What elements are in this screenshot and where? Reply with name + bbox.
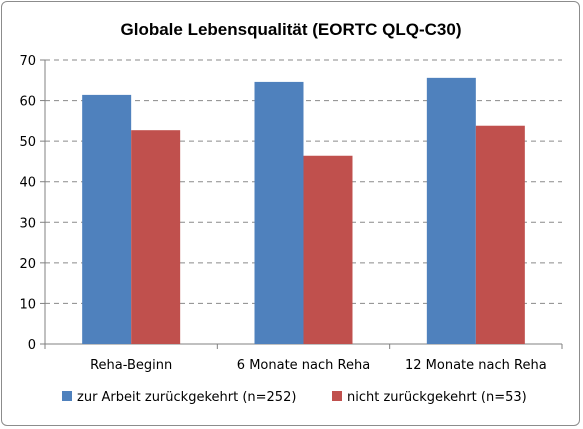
legend-item: zur Arbeit zurückgekehrt (n=252) (62, 390, 296, 405)
legend-label: zur Arbeit zurückgekehrt (n=252) (77, 390, 296, 405)
category-labels: Reha-Beginn 6 Monate nach Reha 12 Monate n… (90, 358, 547, 373)
y-tick-labels: 0 10 20 30 40 50 60 70 (19, 54, 36, 353)
category-label: 12 Monate nach Reha (405, 358, 547, 373)
bar-returned (254, 81, 304, 344)
legend-swatch (332, 391, 342, 401)
y-tick-label: 50 (19, 135, 36, 150)
bar-returned (82, 94, 132, 345)
y-tick-label: 40 (19, 176, 36, 191)
bar-returned (426, 77, 476, 344)
legend-swatch (62, 391, 72, 401)
y-tick-label: 20 (19, 257, 36, 272)
bar-not-returned (303, 155, 353, 344)
y-tick-label: 0 (28, 338, 36, 353)
bar-not-returned (475, 125, 525, 345)
y-tick-label: 60 (19, 95, 36, 110)
legend-item: nicht zurückgekehrt (n=53) (332, 390, 527, 405)
category-label: Reha-Beginn (90, 358, 172, 373)
category-label: 6 Monate nach Reha (237, 358, 370, 373)
legend-label: nicht zurückgekehrt (n=53) (347, 390, 527, 405)
bar-not-returned (131, 130, 181, 344)
bars (82, 77, 525, 345)
y-tick-label: 30 (19, 216, 36, 231)
legend: zur Arbeit zurückgekehrt (n=252) nicht zu… (62, 390, 527, 405)
y-tick-label: 70 (19, 54, 36, 69)
y-tick-label: 10 (19, 297, 36, 312)
chart-title: Globale Lebensqualität (EORTC QLQ-C30) (121, 20, 462, 39)
